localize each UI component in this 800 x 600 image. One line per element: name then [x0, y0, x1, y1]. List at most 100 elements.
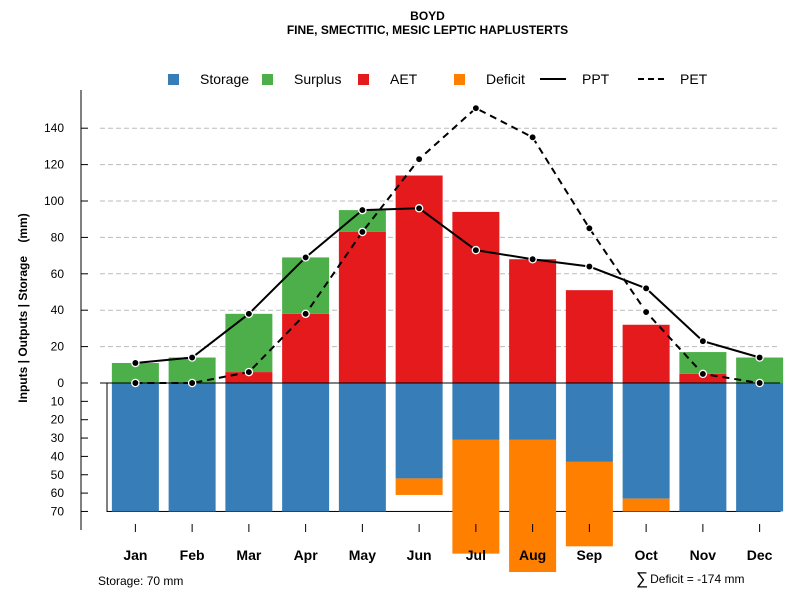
ppt-point — [641, 284, 651, 293]
chart-title-line2: FINE, SMECTITIC, MESIC LEPTIC HAPLUSTERT… — [286, 23, 569, 37]
surplus-bar — [679, 352, 727, 374]
y-tick-label: 20 — [51, 340, 65, 354]
pet-point — [244, 367, 254, 377]
y-tick-label: 60 — [51, 267, 65, 281]
pet-line — [135, 106, 760, 384]
ppt-point — [301, 253, 310, 262]
ppt-point — [471, 245, 481, 255]
pet-point — [358, 227, 367, 237]
legend-item-pet: PET — [638, 69, 707, 89]
aet-bar — [452, 211, 500, 383]
legend-label: AET — [390, 71, 418, 87]
legend-item-aet: AET — [358, 69, 417, 89]
deficit-bar — [565, 461, 613, 547]
x-tick-label: Oct — [634, 547, 658, 563]
deficit-bar — [622, 498, 670, 512]
y-tick-label: 140 — [44, 121, 64, 135]
deficit-note: ∑ Deficit = -174 mm — [636, 569, 744, 589]
aet-bar — [509, 259, 557, 383]
square-swatch-icon — [454, 73, 465, 85]
x-tick-label: Jun — [407, 547, 432, 563]
surplus-bar — [225, 313, 273, 373]
legend-item-surplus: Surplus — [262, 69, 341, 89]
x-tick-label: Aug — [519, 547, 546, 563]
storage-bar — [679, 383, 727, 512]
pet-point — [131, 378, 140, 388]
ppt-point — [528, 254, 537, 264]
y-axis-label: Inputs | Outputs | Storage (mm) — [16, 213, 30, 402]
y-tick-label: 20 — [51, 413, 65, 427]
x-tick-label: Sep — [577, 547, 603, 563]
ppt-point — [698, 336, 708, 346]
dashed-line-icon — [638, 78, 664, 80]
deficit-text: Deficit = -174 mm — [650, 572, 745, 586]
storage-bar — [338, 383, 386, 512]
pet-point — [187, 378, 197, 388]
legend-label: PPT — [582, 71, 610, 87]
y-tick-label: 0 — [57, 376, 64, 390]
square-swatch-icon — [358, 73, 369, 85]
solid-line-icon — [540, 78, 566, 80]
storage-bar — [111, 383, 159, 512]
ppt-point — [131, 358, 140, 368]
deficit-bar — [452, 439, 500, 554]
y-tick-label: 80 — [51, 230, 65, 244]
y-tick-label: 30 — [51, 431, 65, 445]
ppt-point — [755, 353, 764, 362]
x-tick-label: Dec — [747, 547, 773, 563]
ppt-point — [585, 262, 594, 271]
x-tick-label: Nov — [690, 547, 717, 563]
storage-bar — [168, 383, 216, 512]
x-tick-label: Feb — [180, 547, 205, 563]
aet-bar — [565, 290, 613, 383]
chart-title: BOYD FINE, SMECTITIC, MESIC LEPTIC HAPLU… — [0, 9, 800, 37]
ppt-point — [414, 204, 424, 213]
storage-note: Storage: 70 mm — [98, 574, 184, 588]
chart-legend: Storage Surplus AET Deficit PPT PET — [160, 69, 720, 89]
pet-point — [755, 378, 764, 388]
storage-bar — [282, 383, 330, 512]
aet-bar — [622, 324, 670, 383]
storage-bar — [565, 383, 613, 462]
legend-item-deficit: Deficit — [454, 69, 525, 89]
ppt-point — [358, 205, 367, 215]
chart-title-line1: BOYD — [410, 9, 445, 23]
pet-point — [471, 103, 481, 113]
legend-label: Storage — [200, 71, 250, 87]
aet-bar — [338, 231, 386, 383]
pet-point — [414, 154, 424, 164]
storage-bar — [225, 383, 273, 512]
pet-point — [641, 307, 651, 317]
deficit-bar — [395, 478, 443, 495]
deficit-bar — [509, 439, 557, 573]
y-tick-label: 100 — [44, 194, 64, 208]
y-tick-label: 40 — [51, 449, 65, 463]
x-tick-label: Jan — [123, 547, 147, 563]
legend-label: PET — [680, 71, 708, 87]
aet-bar — [225, 372, 273, 383]
aet-bar — [282, 313, 330, 383]
x-tick-label: May — [349, 547, 376, 563]
y-tick-label: 70 — [51, 504, 65, 518]
y-tick-label: 40 — [51, 303, 65, 317]
storage-bar — [452, 383, 500, 440]
y-tick-label: 10 — [51, 394, 65, 408]
pet-point — [698, 369, 708, 379]
pet-point — [301, 309, 310, 319]
ppt-point — [187, 353, 197, 362]
legend-label: Deficit — [486, 71, 525, 87]
legend-label: Surplus — [294, 71, 342, 87]
ppt-line — [135, 207, 760, 364]
storage-bar — [736, 383, 784, 512]
legend-item-storage: Storage — [168, 69, 249, 89]
square-swatch-icon — [262, 73, 273, 85]
aet-bar — [679, 373, 727, 383]
x-tick-label: Apr — [294, 547, 319, 563]
storage-bar — [622, 383, 670, 499]
y-tick-label: 60 — [51, 486, 65, 500]
x-tick-label: Jul — [466, 547, 486, 563]
y-tick-label: 120 — [44, 158, 64, 172]
surplus-bar — [111, 362, 159, 383]
ppt-point — [244, 309, 254, 319]
